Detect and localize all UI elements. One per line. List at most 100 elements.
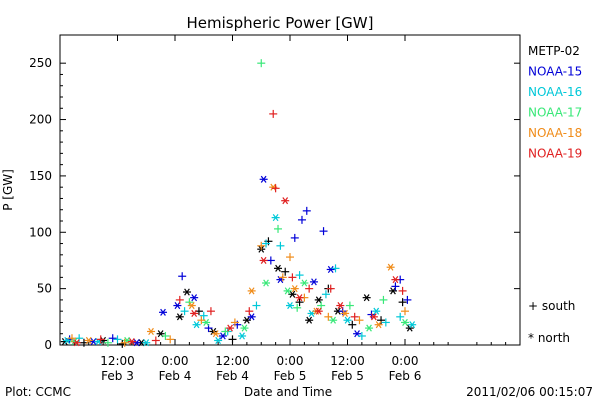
data-point-north	[240, 324, 249, 332]
data-point-south	[175, 295, 184, 304]
data-point-north	[192, 321, 201, 329]
data-point-north	[259, 175, 268, 183]
data-point-south	[269, 109, 278, 118]
data-point-south	[288, 273, 297, 282]
data-point-south	[266, 256, 275, 265]
data-point-south	[206, 307, 215, 316]
data-point-south	[108, 334, 117, 343]
plot-border	[59, 34, 521, 346]
data-point-south	[67, 334, 76, 343]
data-point-south	[295, 298, 304, 307]
data-point-north	[295, 294, 304, 302]
data-point-south	[290, 233, 299, 242]
data-point-south	[245, 307, 254, 316]
data-point-south	[230, 318, 239, 327]
data-point-south	[398, 298, 407, 307]
data-point-south	[252, 301, 261, 310]
y-tick-label: 150	[29, 169, 52, 183]
x-tick-label-date: Feb 4	[159, 369, 192, 383]
series-metp-02	[60, 237, 414, 348]
data-point-north	[190, 309, 199, 317]
legend-item-noaa-17: NOAA-17	[528, 106, 582, 120]
data-point-south	[281, 267, 290, 276]
data-point-north	[175, 313, 184, 321]
data-point-south	[278, 273, 287, 282]
data-point-south	[228, 335, 237, 344]
data-point-south	[276, 241, 285, 250]
data-point-north	[147, 327, 156, 336]
chart-title: Hemispheric Power [GW]	[187, 14, 374, 32]
data-point-north	[214, 336, 223, 345]
data-point-north	[187, 301, 196, 310]
legend-item-noaa-18: NOAA-18	[528, 126, 582, 140]
data-point-north	[309, 278, 318, 286]
data-point-north	[259, 256, 268, 265]
data-point-south	[274, 224, 283, 233]
data-point-north	[190, 294, 199, 302]
data-point-south	[377, 316, 386, 325]
data-point-north	[226, 324, 235, 332]
data-point-south	[355, 316, 364, 325]
data-point-south	[398, 286, 407, 295]
x-tick-label-time: 0:00	[392, 354, 419, 368]
data-point-south	[120, 338, 129, 347]
data-point-south	[391, 282, 400, 291]
data-point-north	[159, 308, 168, 316]
data-point-north	[281, 197, 290, 205]
data-point-north	[283, 287, 292, 295]
data-point-north	[343, 316, 352, 324]
data-point-south	[321, 290, 330, 299]
data-point-north	[374, 321, 383, 329]
data-point-south	[180, 307, 189, 316]
legend-marker-south: + south	[528, 299, 575, 313]
data-point-north	[142, 339, 151, 347]
data-point-south	[295, 271, 304, 280]
plot-credit: Plot: CCMC	[5, 385, 71, 399]
data-point-north	[262, 279, 271, 287]
data-point-south	[348, 320, 357, 329]
data-point-north	[336, 301, 345, 310]
data-point-north	[408, 321, 417, 329]
data-point-south	[257, 241, 266, 250]
y-tick-label: 50	[37, 282, 52, 296]
data-point-north	[173, 301, 182, 310]
y-tick-label: 0	[44, 338, 52, 352]
plot-timestamp: 2011/02/06 00:15:07	[466, 385, 593, 399]
x-axis-label: Date and Time	[244, 385, 332, 399]
data-point-north	[247, 313, 256, 321]
data-point-north	[362, 294, 371, 302]
data-point-north	[286, 301, 294, 310]
data-point-south	[326, 284, 335, 293]
data-point-north	[132, 339, 141, 347]
legend-item-noaa-19: NOAA-19	[528, 147, 582, 161]
legend-item-noaa-16: NOAA-16	[528, 85, 582, 99]
x-tick-label-time: 0:00	[162, 354, 189, 368]
data-point-south	[151, 336, 160, 345]
data-point-north	[369, 313, 378, 321]
data-point-south	[379, 295, 388, 304]
y-tick-label: 200	[29, 113, 52, 127]
data-point-north	[127, 338, 136, 346]
legend: METP-02 NOAA-15 NOAA-16 NOAA-17 NOAA-18 NOAA-…	[528, 44, 582, 345]
data-point-south	[357, 331, 366, 340]
data-point-south	[96, 335, 105, 344]
series-noaa-16	[63, 214, 417, 347]
data-point-north	[365, 324, 374, 332]
x-tick-label-date: Feb 5	[274, 369, 307, 383]
data-point-south	[178, 272, 187, 281]
data-point-south	[401, 307, 409, 316]
data-point-north	[305, 316, 314, 324]
data-point-south	[297, 215, 306, 224]
data-point-north	[218, 332, 227, 340]
data-point-north	[211, 330, 220, 338]
data-point-south	[331, 264, 340, 273]
data-point-north	[372, 307, 381, 315]
data-point-north	[314, 296, 323, 304]
data-point-north	[271, 214, 280, 222]
data-point-south	[113, 335, 122, 344]
y-tick-label: 250	[29, 56, 52, 70]
data-point-north	[247, 287, 256, 295]
legend-item-noaa-15: NOAA-15	[528, 65, 582, 79]
data-point-north	[182, 288, 191, 296]
